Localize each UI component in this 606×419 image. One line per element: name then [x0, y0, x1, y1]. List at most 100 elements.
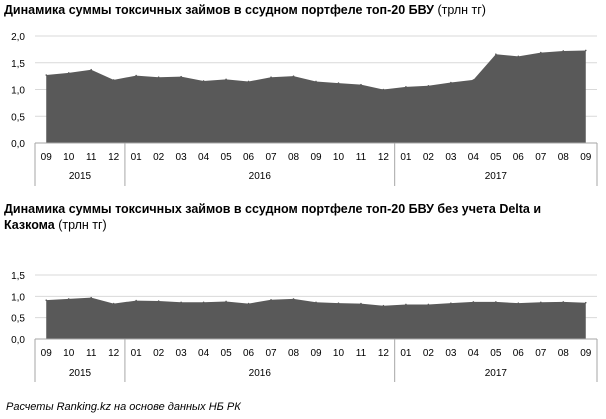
chart1-x-tick-label: 06 — [243, 152, 255, 163]
chart2-y-tick-label: 1,5 — [11, 271, 25, 282]
chart1-data-point — [517, 55, 520, 58]
chart1-data-point — [225, 78, 227, 81]
chart2-title-unit: (трлн тг) — [58, 218, 107, 232]
chart2-x-tick-label: 07 — [535, 348, 547, 359]
chart1-data-point — [247, 80, 250, 83]
chart2: 0,0 0,5 1,0 1,5 09 10 11 12 01 02 03 04 05 06 07 08 09 10… — [11, 271, 598, 382]
chart2-x-tick-label: 03 — [176, 348, 188, 359]
chart2-data-point — [427, 303, 430, 306]
chart2-data-point — [517, 302, 520, 304]
chart1-y-tick-label: 2,0 — [11, 32, 25, 43]
chart1-x-tick-label: 10 — [333, 152, 345, 163]
chart1-x-tick-label: 06 — [513, 152, 525, 163]
chart1-x-tick-label: 02 — [423, 152, 435, 163]
chart1-x-tick-label: 01 — [400, 152, 412, 163]
chart1-x-tick-label: 03 — [445, 152, 457, 163]
chart2-x-tick-label: 05 — [490, 348, 502, 359]
chart1-data-point — [112, 79, 115, 81]
chart1-title-main: Динамика суммы токсичных займов в ссудно… — [4, 3, 434, 17]
chart1-data-point — [270, 76, 272, 78]
chart2-data-point — [67, 298, 70, 300]
chart2-year-label: 2017 — [485, 368, 508, 379]
chart2-data-point — [472, 301, 475, 303]
chart2-x-tick-label: 01 — [400, 348, 412, 359]
chart1-x-tick-label: 12 — [378, 152, 390, 163]
chart1-data-point — [337, 82, 340, 84]
chart2-data-point — [225, 300, 227, 303]
source-note: Расчеты Ranking.kz на основе данных НБ Р… — [6, 401, 241, 413]
chart2-data-point — [540, 301, 542, 304]
chart1-data-point — [180, 75, 182, 78]
chart2-data-point — [157, 300, 160, 302]
chart1-y-tick-label: 1,5 — [11, 59, 25, 70]
chart1-x-tick-label: 05 — [221, 152, 233, 163]
chart2-data-point — [562, 301, 565, 303]
chart1-x-tick-label: 11 — [356, 152, 367, 163]
chart2-y-tick-label: 1,0 — [11, 292, 25, 303]
chart2-data-point — [180, 301, 182, 304]
chart1-x-tick-label: 11 — [86, 152, 97, 163]
chart2-x-tick-label: 12 — [108, 348, 120, 359]
chart2-data-point — [360, 302, 362, 305]
chart1-x-tick-label: 04 — [468, 152, 480, 163]
chart1-year-label: 2017 — [485, 171, 508, 182]
chart1-x-tick-label: 05 — [490, 152, 502, 163]
chart1-title-unit: (трлн тг) — [437, 3, 486, 17]
chart1-data-point — [495, 53, 497, 55]
chart1-data-point — [202, 80, 205, 82]
chart1-data-point — [135, 74, 137, 77]
chart2-x-tick-label: 02 — [153, 348, 165, 359]
chart1-data-point — [562, 50, 565, 52]
chart1-x-tick-label: 12 — [108, 152, 120, 163]
chart2-data-point — [584, 301, 587, 304]
chart2-title: Динамика суммы токсичных займов в ссудно… — [4, 201, 564, 233]
chart2-x-tick-label: 12 — [378, 348, 390, 359]
chart2-x-tick-label: 05 — [221, 348, 233, 359]
chart2-year-label: 2015 — [69, 368, 92, 379]
chart2-x-tick-label: 04 — [198, 348, 210, 359]
chart2-x-tick-label: 03 — [445, 348, 457, 359]
chart1-x-tick-label: 09 — [41, 152, 53, 163]
chart2-data-point — [90, 296, 92, 299]
chart1-data-point — [292, 75, 295, 77]
chart2-x-tick-label: 09 — [310, 348, 322, 359]
chart1-data-point — [405, 86, 407, 88]
chart2-data-point — [202, 301, 205, 304]
chart1-data-point — [67, 72, 70, 74]
chart2-data-point — [45, 299, 48, 301]
chart1-x-tick-label: 08 — [558, 152, 570, 163]
chart1-data-point — [382, 88, 385, 91]
chart1-x-tick-label: 09 — [580, 152, 592, 163]
chart1-data-point — [157, 76, 160, 78]
chart2-y-tick-label: 0,5 — [11, 314, 25, 325]
chart1-data-point — [450, 81, 452, 84]
chart2-data-point — [270, 298, 272, 301]
chart2-data-point — [450, 302, 452, 304]
chart2-data-point — [337, 302, 340, 304]
chart1-data-point — [540, 51, 542, 54]
chart2-x-tick-label: 08 — [558, 348, 570, 359]
chart1-x-tick-label: 03 — [176, 152, 188, 163]
chart1-data-point — [360, 83, 362, 86]
chart2-x-tick-label: 11 — [356, 348, 367, 359]
chart2-x-tick-label: 01 — [131, 348, 143, 359]
chart2-x-tick-label: 07 — [265, 348, 277, 359]
chart1-title: Динамика суммы токсичных займов в ссудно… — [4, 2, 486, 18]
chart1-data-point — [472, 79, 475, 81]
chart2-x-tick-label: 06 — [513, 348, 525, 359]
chart2-data-point — [382, 304, 385, 307]
chart1-x-tick-label: 02 — [153, 152, 165, 163]
chart1-x-tick-label: 04 — [198, 152, 210, 163]
chart2-x-tick-label: 10 — [333, 348, 345, 359]
chart2-x-tick-label: 06 — [243, 348, 255, 359]
chart1-data-point — [45, 74, 48, 76]
chart2-x-tick-label: 10 — [63, 348, 75, 359]
chart1-y-tick-label: 0,5 — [11, 112, 25, 123]
chart1-data-point — [315, 80, 317, 83]
chart2-data-point — [135, 299, 137, 302]
chart1-x-tick-label: 01 — [131, 152, 143, 163]
chart1-x-tick-label: 07 — [535, 152, 547, 163]
chart1-data-point — [90, 68, 92, 71]
chart2-data-point — [405, 303, 407, 306]
chart2-x-tick-label: 09 — [41, 348, 53, 359]
